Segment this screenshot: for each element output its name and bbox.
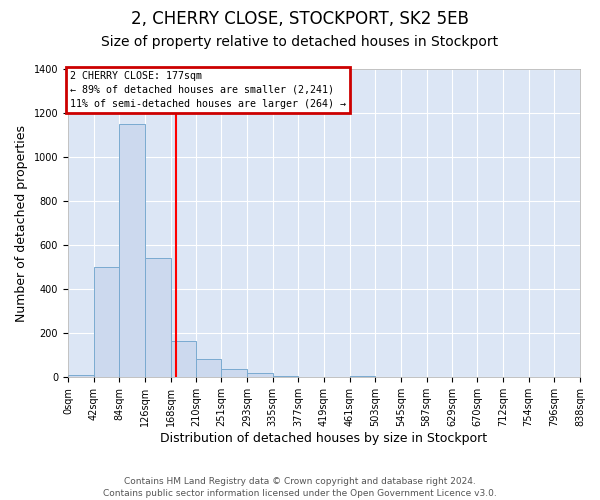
Text: Size of property relative to detached houses in Stockport: Size of property relative to detached ho… (101, 35, 499, 49)
Bar (196, 358, 221, 378)
Bar (145, 258, 170, 378)
Text: 2 CHERRY CLOSE: 177sqm
← 89% of detached houses are smaller (2,241)
11% of semi-: 2 CHERRY CLOSE: 177sqm ← 89% of detached… (70, 70, 346, 108)
Y-axis label: Number of detached properties: Number of detached properties (15, 124, 28, 322)
Bar (247, 372, 272, 378)
Bar (272, 376, 298, 378)
Bar (170, 341, 196, 378)
Bar (94, 267, 119, 378)
Bar (221, 369, 247, 378)
Text: 2, CHERRY CLOSE, STOCKPORT, SK2 5EB: 2, CHERRY CLOSE, STOCKPORT, SK2 5EB (131, 10, 469, 28)
Bar (119, 124, 145, 378)
Bar (68, 375, 94, 378)
X-axis label: Distribution of detached houses by size in Stockport: Distribution of detached houses by size … (160, 432, 488, 445)
Text: Contains HM Land Registry data © Crown copyright and database right 2024.
Contai: Contains HM Land Registry data © Crown c… (103, 476, 497, 498)
Bar (350, 376, 375, 378)
